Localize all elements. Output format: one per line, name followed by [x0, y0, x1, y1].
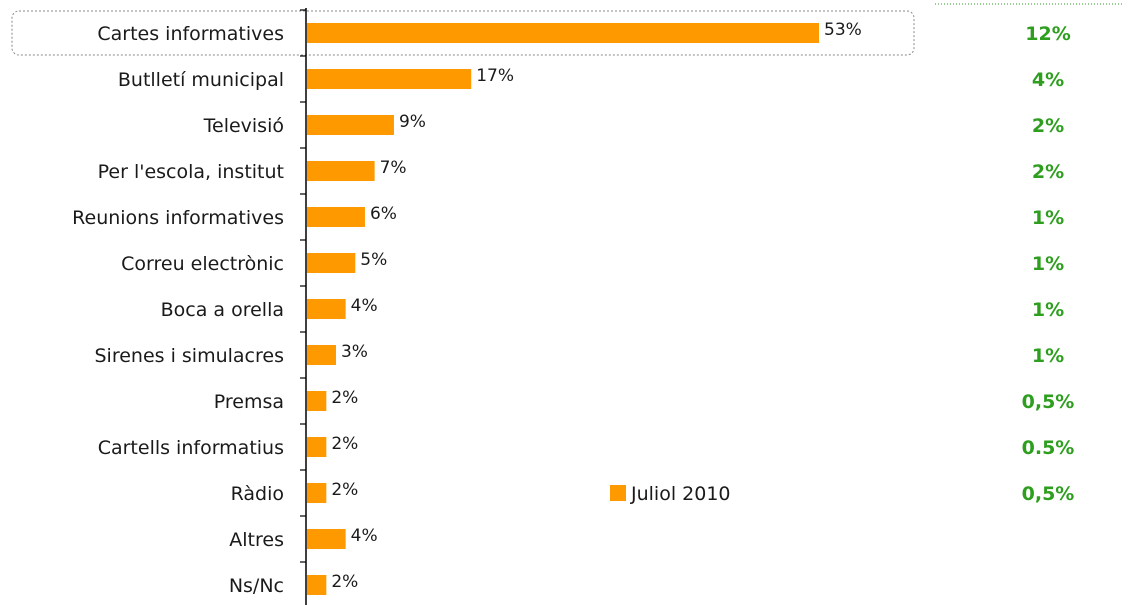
category-label: Butlletí municipal: [118, 69, 284, 91]
secondary-value-label: 1%: [1032, 207, 1064, 229]
secondary-value-label: 0.5%: [1022, 437, 1075, 459]
bar: [307, 23, 819, 43]
category-label: Reunions informatives: [72, 207, 284, 229]
bar: [307, 391, 327, 411]
value-label: 3%: [341, 342, 368, 362]
category-label: Per l'escola, institut: [98, 161, 284, 183]
value-label: 5%: [360, 250, 387, 270]
secondary-value-label: 12%: [1025, 23, 1070, 45]
bar: [307, 575, 327, 595]
secondary-value-label: 4%: [1032, 69, 1064, 91]
bar: [307, 529, 346, 549]
bar: [307, 115, 394, 135]
bar: [307, 437, 327, 457]
category-label: Cartells informatius: [98, 437, 284, 459]
secondary-value-label: 1%: [1032, 345, 1064, 367]
secondary-value-label: 1%: [1032, 253, 1064, 275]
value-label: 2%: [331, 388, 358, 408]
value-label: 2%: [331, 434, 358, 454]
category-label: Correu electrònic: [121, 253, 284, 275]
secondary-value-label: 2%: [1032, 161, 1064, 183]
category-label: Cartes informatives: [97, 23, 284, 45]
bar: [307, 483, 327, 503]
bar: [307, 253, 356, 273]
value-label: 2%: [331, 480, 358, 500]
secondary-value-label: 0,5%: [1022, 483, 1075, 505]
bar: [307, 69, 472, 89]
category-label: Televisió: [203, 115, 284, 137]
secondary-value-label: 2%: [1032, 115, 1064, 137]
category-label: Ns/Nc: [229, 575, 284, 597]
secondary-value-label: 0,5%: [1022, 391, 1075, 413]
category-label: Sirenes i simulacres: [95, 345, 285, 367]
secondary-value-label: 1%: [1032, 299, 1064, 321]
value-label: 2%: [331, 572, 358, 592]
bar: [307, 161, 375, 181]
category-label: Premsa: [214, 391, 284, 413]
legend-swatch: [610, 485, 626, 501]
value-label: 53%: [824, 20, 862, 40]
bar: [307, 299, 346, 319]
bar: [307, 345, 336, 365]
legend-label: Juliol 2010: [630, 483, 731, 505]
value-label: 4%: [351, 296, 378, 316]
category-label: Altres: [229, 529, 284, 551]
highlight-box: [11, 10, 915, 56]
value-label: 17%: [476, 66, 514, 86]
value-label: 6%: [370, 204, 397, 224]
value-label: 9%: [399, 112, 426, 132]
category-label: Boca a orella: [161, 299, 284, 321]
value-label: 7%: [380, 158, 407, 178]
value-label: 4%: [351, 526, 378, 546]
category-label: Ràdio: [231, 483, 284, 505]
bar: [307, 207, 365, 227]
